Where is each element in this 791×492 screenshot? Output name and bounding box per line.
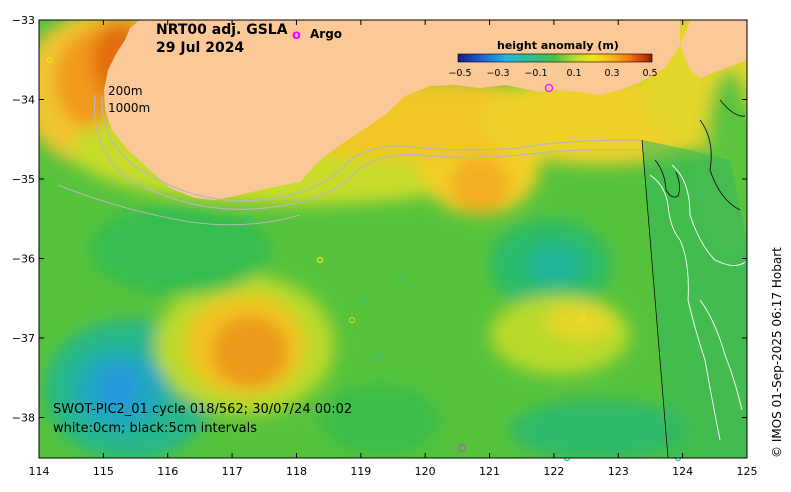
imos-credit: © IMOS 01-Sep-2025 06:17 Hobart <box>770 247 784 458</box>
x-tick-label: 122 <box>543 465 564 478</box>
colorbar-tick-label: 0.1 <box>566 68 581 79</box>
x-tick-label: 121 <box>479 465 500 478</box>
argo-marker <box>316 256 324 264</box>
colorbar-tick-label: 0.5 <box>642 68 657 79</box>
argo-marker <box>396 274 404 282</box>
swot-contour-info: white:0cm; black:5cm intervals <box>53 421 257 436</box>
x-tick-label: 117 <box>222 465 243 478</box>
map-title: NRT00 adj. GSLA <box>156 22 288 38</box>
x-axis: 114 115 116 117 118 119 120 121 122 123 124 125 <box>29 20 758 478</box>
colorbar-tick-label: 0.3 <box>604 68 619 79</box>
depth-contour-outer <box>57 184 301 226</box>
argo-marker <box>579 314 587 322</box>
y-tick-label: −36 <box>12 253 35 266</box>
argo-marker <box>359 296 367 304</box>
y-tick-label: −35 <box>12 173 35 186</box>
argo-legend-label: Argo <box>310 27 342 41</box>
colorbar <box>457 53 653 63</box>
anomaly-field <box>39 20 747 458</box>
plot-frame <box>38 19 748 459</box>
depth-contour-200m <box>101 94 641 202</box>
argo-legend-symbol: o <box>292 28 301 43</box>
depth-label-200m: 200m <box>108 84 143 98</box>
colorbar-title: height anomaly (m) <box>497 39 619 52</box>
depth-label-1000m: 1000m <box>108 101 150 115</box>
x-tick-label: 116 <box>157 465 178 478</box>
y-tick-label: −38 <box>12 412 35 425</box>
y-tick-label: −33 <box>12 14 35 27</box>
y-tick-label: −34 <box>12 94 35 107</box>
x-tick-label: 120 <box>415 465 436 478</box>
argo-marker <box>348 316 356 324</box>
x-tick-label: 124 <box>672 465 693 478</box>
argo-marker <box>244 214 252 222</box>
argo-marker <box>374 354 382 362</box>
x-tick-label: 115 <box>93 465 114 478</box>
argo-marker <box>544 83 554 93</box>
colorbar-tick-label: −0.1 <box>524 68 547 79</box>
swot-swath-edge <box>641 139 669 458</box>
colorbar-tick-label: −0.3 <box>486 68 509 79</box>
swot-info: SWOT-PIC2_01 cycle 018/562; 30/07/24 00:… <box>53 402 352 417</box>
x-tick-label: 123 <box>608 465 629 478</box>
map-date: 29 Jul 2024 <box>156 40 244 56</box>
colorbar-tick-label: −0.5 <box>448 68 471 79</box>
x-tick-label: 118 <box>286 465 307 478</box>
x-tick-label: 125 <box>737 465 758 478</box>
argo-markers <box>46 56 682 462</box>
colorbar-ticks: −0.5 −0.3 −0.1 0.1 0.3 0.5 <box>448 68 657 79</box>
y-axis: −33 −34 −35 −36 −37 −38 <box>12 14 747 425</box>
argo-marker <box>46 56 54 64</box>
x-tick-label: 119 <box>350 465 371 478</box>
swot-contours <box>649 99 746 441</box>
argo-marker <box>457 443 467 453</box>
x-tick-label: 114 <box>29 465 50 478</box>
land-mass <box>39 20 747 200</box>
depth-contour-1000m <box>93 94 646 210</box>
y-tick-label: −37 <box>12 332 35 345</box>
